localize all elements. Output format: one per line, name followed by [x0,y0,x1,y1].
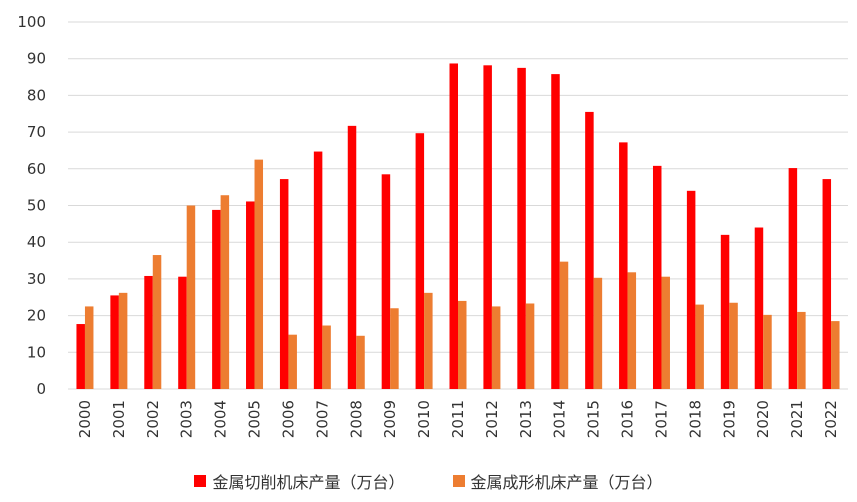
y-tick-label: 30 [27,270,46,288]
bar-forming-2019 [729,302,738,389]
bar-cutting-2005 [246,201,255,389]
bar-cutting-2007 [313,151,323,389]
bar-forming-2015 [593,277,603,389]
legend-label-cutting: 金属切削机床产量（万台） [212,473,405,492]
legend-item-forming: 金属成形机床产量（万台） [452,469,663,493]
x-tick-label: 2004 [212,400,230,438]
y-tick-label: 60 [27,160,46,178]
bar-forming-2022 [831,321,840,389]
x-tick-label: 2003 [178,400,196,438]
bar-forming-2021 [797,311,806,389]
x-tick-label: 2017 [652,400,670,438]
y-tick-label: 80 [27,86,46,104]
x-tick-label: 2005 [246,400,264,438]
bar-forming-2008 [356,335,365,389]
bar-cutting-2017 [652,165,662,389]
bar-cutting-2012 [483,65,492,389]
bar-forming-2000 [84,306,94,389]
bar-cutting-2018 [686,190,696,389]
x-tick-label: 2014 [551,400,569,438]
y-tick-label: 0 [36,380,46,398]
legend-label-forming: 金属成形机床产量（万台） [470,473,663,492]
x-tick-label: 2002 [144,400,162,438]
y-tick-label: 40 [27,233,46,251]
bar-cutting-2011 [449,63,458,389]
y-axis-tick-labels: 0 10 20 30 40 50 60 70 80 90 100 [17,13,46,398]
bar-cutting-2001 [110,295,119,389]
bar-forming-2003 [186,205,196,389]
x-tick-label: 2021 [788,400,806,438]
bar-cutting-2006 [279,179,289,389]
y-tick-label: 90 [27,50,46,68]
bar-forming-2006 [288,334,297,389]
bar-forming-2010 [424,292,433,389]
bar-cutting-2010 [415,133,425,389]
y-tick-label: 10 [27,343,46,361]
x-tick-label: 2013 [517,400,535,438]
legend-swatch-cutting [194,475,207,487]
bar-cutting-2022 [822,179,832,389]
x-tick-label: 2016 [619,400,637,438]
x-tick-label: 2022 [822,400,840,438]
x-tick-label: 2009 [381,400,399,438]
bar-cutting-2013 [517,67,526,389]
bar-forming-2020 [763,314,772,389]
bar-cutting-2002 [144,275,153,389]
bar-cutting-2003 [178,276,187,389]
bar-cutting-2000 [76,324,85,389]
x-tick-label: 2007 [313,400,331,438]
y-tick-label: 100 [17,13,46,31]
bar-forming-2013 [525,303,535,389]
y-tick-label: 70 [27,123,46,141]
bar-forming-2007 [322,325,331,389]
x-tick-label: 2006 [279,400,297,438]
bar-cutting-2020 [754,227,764,389]
bar-forming-2011 [458,300,467,389]
bar-cutting-2015 [585,111,594,389]
bar-cutting-2021 [788,168,798,389]
x-tick-label: 2018 [686,400,704,438]
bar-forming-2018 [695,304,704,389]
x-tick-label: 2008 [347,400,365,438]
x-axis-tick-labels: 2000 2001 2002 2003 2004 2005 2006 2007 2008 2009… [76,400,840,438]
bar-forming-2016 [627,272,637,389]
bar-forming-2009 [390,308,399,389]
x-tick-label: 2001 [110,400,128,438]
bar-forming-2012 [491,306,501,389]
bar-forming-2005 [254,159,264,389]
bar-forming-2001 [118,292,128,389]
x-tick-label: 2000 [76,400,94,438]
y-tick-label: 50 [27,197,46,215]
x-tick-label: 2010 [415,400,433,438]
legend-swatch-forming [452,475,465,487]
legend: 金属切削机床产量（万台） 金属成形机床产量（万台） [0,468,857,494]
x-tick-label: 2012 [483,400,501,438]
x-tick-label: 2011 [449,400,467,438]
x-tick-label: 2019 [720,400,738,438]
bar-cutting-2009 [381,174,391,389]
y-tick-label: 20 [27,307,46,325]
x-tick-label: 2015 [585,400,603,438]
bar-forming-2017 [661,276,670,389]
legend-item-cutting: 金属切削机床产量（万台） [194,469,405,493]
bar-cutting-2016 [619,142,628,389]
bar-forming-2004 [220,195,230,389]
bar-forming-2002 [152,255,162,389]
x-tick-label: 2020 [754,400,772,438]
bar-cutting-2008 [347,125,357,390]
bar-forming-2014 [559,261,569,389]
bar-cutting-2014 [551,74,560,389]
bar-cutting-2019 [720,234,730,389]
bar-cutting-2004 [212,209,221,389]
bars [76,63,840,390]
